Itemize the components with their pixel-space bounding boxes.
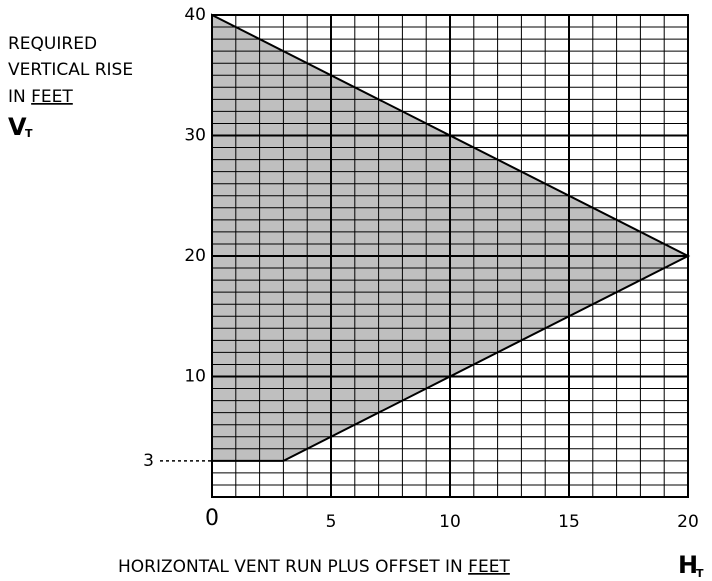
y-tick-label: 10: [184, 367, 206, 387]
y-axis-label: FEET: [31, 87, 73, 107]
x-axis-label: HORIZONTAL VENT RUN PLUS OFFSET IN FEET: [118, 557, 510, 577]
x-tick-label: 5: [326, 512, 337, 532]
x-axis-label: FEET: [468, 557, 510, 577]
y-axis-label: VERTICAL RISE: [8, 60, 133, 80]
x-tick-label: 10: [439, 512, 461, 532]
y-axis-subscript: T: [25, 127, 33, 140]
plot-border: [211, 14, 689, 498]
y-tick-label: 40: [184, 5, 206, 25]
x-axis-subscript: T: [696, 567, 704, 580]
y-tick-label: 20: [184, 246, 206, 266]
x-axis-label: HORIZONTAL VENT RUN PLUS OFFSET IN: [118, 557, 468, 577]
y-axis-label: IN FEET: [8, 87, 73, 107]
y-axis-label: IN: [8, 87, 31, 107]
y-axis-symbol: V: [8, 113, 27, 141]
x-tick-label: 0: [205, 506, 219, 531]
x-axis-symbol: H: [678, 551, 698, 579]
marker-label: 3: [143, 451, 154, 471]
y-axis-label: REQUIRED: [8, 34, 97, 54]
x-tick-label: 15: [558, 512, 580, 532]
x-tick-label: 20: [677, 512, 699, 532]
y-tick-label: 30: [184, 126, 206, 146]
